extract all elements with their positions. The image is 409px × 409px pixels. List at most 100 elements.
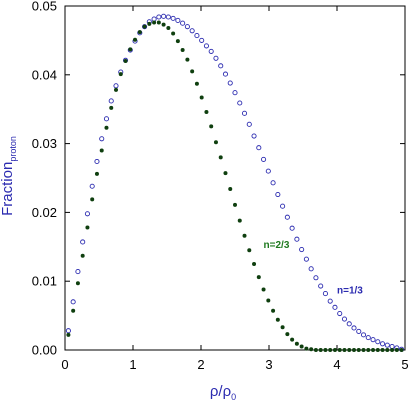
data-point <box>85 225 90 230</box>
data-point <box>118 72 123 77</box>
x-axis-title: ρ/ρ0 <box>210 383 236 402</box>
data-point <box>318 283 324 289</box>
data-point <box>399 348 404 352</box>
data-point <box>237 218 242 223</box>
data-point <box>265 168 271 174</box>
data-point <box>75 269 81 275</box>
data-point <box>218 155 223 160</box>
data-point <box>261 287 266 292</box>
data-point <box>199 37 205 43</box>
data-point <box>322 291 328 297</box>
data-point <box>133 37 138 42</box>
data-point <box>361 348 366 352</box>
data-point <box>113 83 119 89</box>
data-point <box>341 316 348 322</box>
data-point <box>346 321 352 327</box>
data-point <box>123 59 128 64</box>
data-point <box>222 71 229 77</box>
data-point <box>232 90 238 96</box>
data-point <box>71 308 76 313</box>
data-point <box>75 281 80 286</box>
data-point <box>394 348 399 352</box>
y-tick-label: 0.04 <box>32 67 57 82</box>
plot-frame <box>64 5 406 351</box>
x-tick-label: 1 <box>129 357 136 372</box>
data-point <box>208 48 214 54</box>
data-point <box>147 21 152 26</box>
data-point <box>175 17 181 23</box>
x-tick-label: 0 <box>61 357 68 372</box>
data-point <box>156 20 161 25</box>
y-tick-label: 0.05 <box>32 0 57 14</box>
data-point <box>80 253 85 258</box>
data-point <box>66 332 71 337</box>
data-point <box>190 69 195 74</box>
data-point <box>366 348 371 352</box>
data-point <box>327 298 333 304</box>
data-point <box>380 348 385 352</box>
data-point <box>285 332 290 337</box>
data-point <box>351 325 357 331</box>
series-annotation: n=2/3 <box>264 240 290 251</box>
data-point <box>108 98 114 104</box>
data-point <box>171 31 176 36</box>
y-tick-label: 0.03 <box>32 136 57 151</box>
data-point <box>299 344 304 349</box>
x-tick-label: 2 <box>197 357 204 372</box>
data-point <box>342 348 347 352</box>
data-point <box>384 342 390 348</box>
data-point <box>385 348 390 352</box>
data-point <box>323 348 328 352</box>
data-point <box>128 47 133 52</box>
data-point <box>332 304 338 310</box>
ticks: 0 1 2 3 4 5 0.00 0.01 0.02 0.03 0.04 0.05 <box>32 0 409 372</box>
data-point <box>309 347 314 352</box>
x-tick-label: 5 <box>401 357 408 372</box>
series-n13 <box>65 13 405 352</box>
series-annotation: n=1/3 <box>337 286 363 297</box>
data-point <box>347 348 352 352</box>
y-tick-label: 0.00 <box>32 343 57 358</box>
data-point <box>170 15 176 21</box>
data-point <box>271 308 276 313</box>
data-point <box>204 109 209 114</box>
data-series <box>65 13 405 352</box>
data-point <box>371 348 376 352</box>
data-point <box>390 348 395 352</box>
data-point <box>237 100 243 106</box>
data-point <box>299 247 305 253</box>
data-point <box>247 248 252 253</box>
data-point <box>270 180 276 186</box>
data-point <box>328 348 333 352</box>
data-point <box>109 105 114 110</box>
data-point <box>261 156 267 162</box>
data-point <box>303 256 309 262</box>
data-point <box>223 171 228 176</box>
data-point <box>209 124 214 129</box>
data-point <box>84 211 90 217</box>
data-point <box>266 298 271 303</box>
x-tick-label: 4 <box>333 357 340 372</box>
data-point <box>289 225 295 231</box>
data-point <box>70 299 76 305</box>
data-point <box>94 158 100 165</box>
data-point <box>242 233 247 238</box>
data-point <box>294 236 300 242</box>
data-point <box>370 337 376 343</box>
axes <box>64 5 406 351</box>
data-point <box>213 140 218 145</box>
data-point <box>227 80 233 86</box>
data-point <box>180 48 185 53</box>
x-tick-label: 3 <box>265 357 272 372</box>
data-point <box>218 63 224 69</box>
data-point <box>99 136 105 142</box>
data-point <box>114 87 118 92</box>
data-point <box>252 262 257 266</box>
y-tick-label: 0.02 <box>32 205 57 220</box>
data-point <box>152 20 157 25</box>
data-point <box>213 55 219 61</box>
data-point <box>189 28 195 34</box>
data-point <box>294 341 299 346</box>
data-point <box>246 121 252 127</box>
